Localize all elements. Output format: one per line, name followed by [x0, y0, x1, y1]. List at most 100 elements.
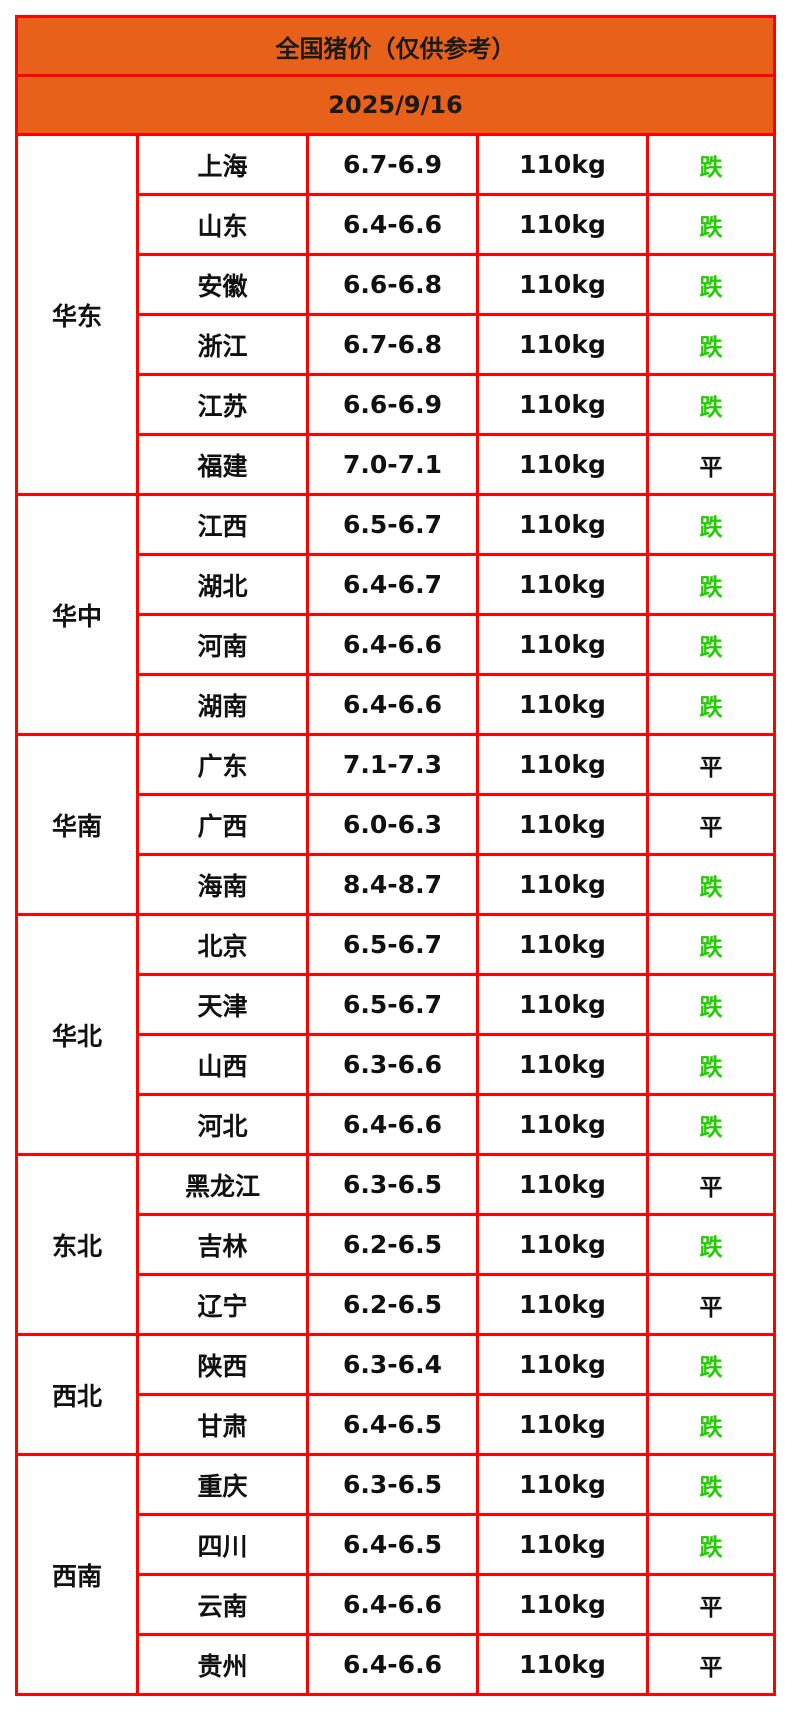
price-cell: 6.4-6.6	[306, 1093, 479, 1156]
province-cell: 北京	[136, 913, 309, 976]
weight-cell: 110kg	[476, 313, 649, 376]
price-cell: 6.0-6.3	[306, 793, 479, 856]
trend-cell: 跌	[645, 1453, 777, 1516]
weight-cell: 110kg	[476, 1633, 649, 1696]
trend-cell: 跌	[645, 673, 777, 736]
trend-cell: 跌	[645, 1093, 777, 1156]
price-cell: 6.5-6.7	[306, 913, 479, 976]
table-row: 河南 6.4-6.6 110kg 跌	[17, 613, 777, 676]
province-cell: 重庆	[136, 1453, 309, 1516]
province-cell: 广西	[136, 793, 309, 856]
table-row: 江苏 6.6-6.9 110kg 跌	[17, 373, 777, 436]
price-cell: 6.4-6.5	[306, 1513, 479, 1576]
table-row: 湖南 6.4-6.6 110kg 跌	[17, 673, 777, 736]
table-row: 西北 陕西 6.3-6.4 110kg 跌	[15, 1333, 777, 1456]
weight-cell: 110kg	[476, 793, 649, 856]
table-row: 福建 7.0-7.1 110kg 平	[17, 433, 777, 496]
province-cell: 河北	[136, 1093, 309, 1156]
table-title: 全国猪价（仅供参考）	[14, 15, 777, 77]
trend-cell: 跌	[645, 853, 777, 916]
weight-cell: 110kg	[476, 913, 649, 976]
province-cell: 江西	[136, 493, 309, 556]
trend-cell: 平	[645, 733, 777, 796]
weight-cell: 110kg	[476, 1393, 649, 1456]
table-row: 华中 江西 6.5-6.7 110kg 跌	[15, 493, 777, 736]
trend-cell: 跌	[645, 193, 777, 256]
province-cell: 陕西	[136, 1333, 309, 1396]
table-date: 2025/9/16	[14, 74, 777, 136]
region-cell: 华东	[15, 133, 139, 496]
table-row: 甘肃 6.4-6.5 110kg 跌	[17, 1393, 777, 1456]
weight-cell: 110kg	[476, 1213, 649, 1276]
weight-cell: 110kg	[476, 733, 649, 796]
table-row: 山西 6.3-6.6 110kg 跌	[17, 1033, 777, 1096]
weight-cell: 110kg	[476, 1573, 649, 1636]
province-cell: 湖北	[136, 553, 309, 616]
trend-cell: 跌	[645, 1213, 777, 1276]
price-cell: 6.3-6.5	[306, 1453, 479, 1516]
table-row: 天津 6.5-6.7 110kg 跌	[17, 973, 777, 1036]
price-cell: 6.5-6.7	[306, 493, 479, 556]
price-cell: 6.4-6.7	[306, 553, 479, 616]
province-cell: 福建	[136, 433, 309, 496]
table-row: 西南 重庆 6.3-6.5 110kg 跌	[15, 1453, 777, 1696]
price-cell: 6.3-6.6	[306, 1033, 479, 1096]
region-cell: 东北	[15, 1153, 139, 1336]
province-cell: 山东	[136, 193, 309, 256]
table-row: 河北 6.4-6.6 110kg 跌	[17, 1093, 777, 1156]
price-cell: 7.1-7.3	[306, 733, 479, 796]
trend-cell: 跌	[645, 1513, 777, 1576]
weight-cell: 110kg	[476, 193, 649, 256]
price-cell: 6.4-6.6	[306, 613, 479, 676]
table-row: 四川 6.4-6.5 110kg 跌	[17, 1513, 777, 1576]
price-cell: 6.4-6.6	[306, 1633, 479, 1696]
weight-cell: 110kg	[476, 853, 649, 916]
price-cell: 6.7-6.9	[306, 133, 479, 196]
table-row: 浙江 6.7-6.8 110kg 跌	[17, 313, 777, 376]
price-cell: 6.3-6.4	[306, 1333, 479, 1396]
price-cell: 6.6-6.8	[306, 253, 479, 316]
region-cell: 西南	[15, 1453, 139, 1696]
weight-cell: 110kg	[476, 1093, 649, 1156]
price-cell: 8.4-8.7	[306, 853, 479, 916]
province-cell: 云南	[136, 1573, 309, 1636]
weight-cell: 110kg	[476, 613, 649, 676]
province-cell: 辽宁	[136, 1273, 309, 1336]
table-row: 湖北 6.4-6.7 110kg 跌	[17, 553, 777, 616]
trend-cell: 跌	[645, 1033, 777, 1096]
weight-cell: 110kg	[476, 1153, 649, 1216]
trend-cell: 跌	[645, 973, 777, 1036]
trend-cell: 跌	[645, 1393, 777, 1456]
weight-cell: 110kg	[476, 1453, 649, 1516]
region-cell: 华南	[15, 733, 139, 916]
province-cell: 吉林	[136, 1213, 309, 1276]
region-cell: 西北	[15, 1333, 139, 1456]
trend-cell: 跌	[645, 313, 777, 376]
price-cell: 6.4-6.5	[306, 1393, 479, 1456]
weight-cell: 110kg	[476, 1273, 649, 1336]
weight-cell: 110kg	[476, 1513, 649, 1576]
region-cell: 华北	[15, 913, 139, 1156]
province-cell: 甘肃	[136, 1393, 309, 1456]
province-cell: 上海	[136, 133, 309, 196]
trend-cell: 跌	[645, 493, 777, 556]
trend-cell: 跌	[645, 133, 777, 196]
price-cell: 6.6-6.9	[306, 373, 479, 436]
trend-cell: 平	[645, 793, 777, 856]
table-row: 华南 广东 7.1-7.3 110kg 平	[15, 733, 777, 916]
province-cell: 浙江	[136, 313, 309, 376]
price-cell: 6.2-6.5	[306, 1213, 479, 1276]
table-row: 华东 上海 6.7-6.9 110kg 跌	[15, 133, 777, 496]
weight-cell: 110kg	[476, 553, 649, 616]
trend-cell: 平	[645, 433, 777, 496]
price-cell: 6.7-6.8	[306, 313, 479, 376]
province-cell: 贵州	[136, 1633, 309, 1696]
province-cell: 四川	[136, 1513, 309, 1576]
trend-cell: 跌	[645, 373, 777, 436]
table-row: 贵州 6.4-6.6 110kg 平	[17, 1633, 777, 1696]
trend-cell: 平	[645, 1273, 777, 1336]
table-row: 云南 6.4-6.6 110kg 平	[17, 1573, 777, 1636]
trend-cell: 跌	[645, 913, 777, 976]
weight-cell: 110kg	[476, 1033, 649, 1096]
weight-cell: 110kg	[476, 253, 649, 316]
